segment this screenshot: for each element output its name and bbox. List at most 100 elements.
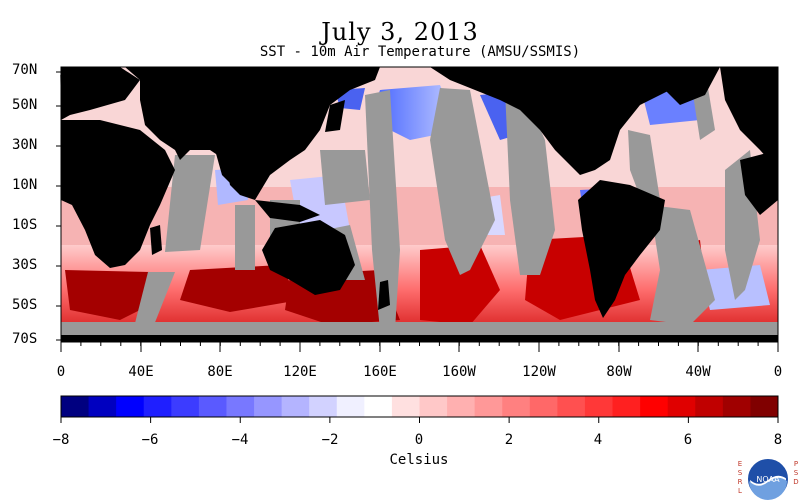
colorbar-swatch xyxy=(474,396,503,417)
swath-gap-8 xyxy=(430,88,495,275)
europe-east-land xyxy=(720,67,778,170)
colorbar-swatch xyxy=(419,396,448,417)
africa-east-land xyxy=(740,150,778,215)
esrl-letter: S xyxy=(737,469,743,477)
south-america-land xyxy=(578,180,665,318)
colorbar-swatch xyxy=(502,396,531,417)
psd-letter: D xyxy=(793,478,799,486)
colorbar-swatch xyxy=(116,396,145,417)
swath-gap-3 xyxy=(235,205,255,270)
colorbar-label-neg2: −2 xyxy=(321,432,339,448)
colorbar-swatch xyxy=(336,396,365,417)
esrl-letter: E xyxy=(737,460,743,468)
lon-label-0-right: 0 xyxy=(773,364,783,380)
indonesia-land xyxy=(255,200,320,222)
colorbar-swatch xyxy=(391,396,420,417)
lon-minor-ticks xyxy=(60,342,779,346)
lat-ticks xyxy=(56,71,61,341)
lat-label-70s: 70S xyxy=(12,331,38,347)
colorbar-swatch xyxy=(226,396,255,417)
swath-gap-11 xyxy=(628,130,660,210)
swath-gap-1 xyxy=(132,272,175,335)
colorbar-swatch xyxy=(640,396,669,417)
lat-label-10n: 10N xyxy=(12,177,38,193)
noaa-text: NOAA xyxy=(756,475,780,484)
lat-label-50n: 50N xyxy=(12,97,38,113)
colorbar-swatch xyxy=(750,396,779,417)
colorbar-swatch xyxy=(171,396,200,417)
warm-patch-australia-south xyxy=(180,265,300,312)
japan-land xyxy=(325,100,345,132)
africa-europe-land xyxy=(61,67,140,120)
colorbar-swatch xyxy=(529,396,558,417)
lon-label-40w: 40W xyxy=(685,364,711,380)
esrl-letter: L xyxy=(738,487,742,495)
australia-land xyxy=(262,220,355,295)
colorbar-swatch xyxy=(695,396,724,417)
colorbar-label-neg4: −4 xyxy=(231,432,249,448)
indian-peninsula-land xyxy=(215,150,240,185)
colorbar-swatch xyxy=(88,396,117,417)
esrl-letter: R xyxy=(737,478,743,486)
lat-label-10s: 10S xyxy=(12,217,38,233)
warm-patch-south-pacific xyxy=(420,245,500,325)
lat-label-70n: 70N xyxy=(12,62,38,78)
colorbar-label-2: 2 xyxy=(504,432,514,448)
colorbar-label-neg8: −8 xyxy=(52,432,70,448)
colorbar-units-label: Celsius xyxy=(389,452,449,468)
colorbar-swatch xyxy=(557,396,586,417)
noaa-emblem-icon: NOAA xyxy=(748,459,788,500)
antarctica-land xyxy=(61,335,778,342)
swath-gap-7 xyxy=(320,150,370,205)
warm-patch-south-indian xyxy=(65,270,160,320)
map-subtitle: SST - 10m Air Temperature (AMSU/SSMIS) xyxy=(259,44,581,60)
swath-gap-9 xyxy=(505,90,555,275)
colorbar-swatch xyxy=(612,396,641,417)
colorbar-swatch xyxy=(143,396,172,417)
lon-label-160w: 160W xyxy=(442,364,476,380)
colorbar xyxy=(60,395,779,423)
new-zealand-land xyxy=(378,280,390,310)
asia-land xyxy=(125,67,380,200)
colorbar-swatch xyxy=(447,396,476,417)
colorbar-swatch xyxy=(281,396,310,417)
madagascar-land xyxy=(150,225,162,255)
map-frame xyxy=(60,66,779,343)
colorbar-label-4: 4 xyxy=(593,432,603,448)
colorbar-swatch xyxy=(309,396,338,417)
lon-label-160e: 160E xyxy=(363,364,397,380)
colorbar-label-0: 0 xyxy=(414,432,424,448)
lat-label-30n: 30N xyxy=(12,137,38,153)
swath-gap-12 xyxy=(650,205,715,325)
colorbar-swatch xyxy=(722,396,751,417)
psd-letter: S xyxy=(793,469,799,477)
psd-letter: P xyxy=(793,460,799,468)
noaa-esrl-psd-logo: E S R L NOAA P S D xyxy=(736,458,800,500)
esrl-text: E S R L xyxy=(736,460,744,496)
colorbar-swatch xyxy=(254,396,283,417)
colorbar-swatch xyxy=(61,396,90,417)
lon-label-120w: 120W xyxy=(522,364,556,380)
swath-gap-6 xyxy=(365,90,400,330)
colorbar-swatch xyxy=(198,396,227,417)
psd-text: P S D xyxy=(792,460,800,487)
swath-gap-2 xyxy=(165,155,215,252)
lat-label-30s: 30S xyxy=(12,257,38,273)
north-america-land xyxy=(430,67,680,175)
colorbar-swatch xyxy=(364,396,393,417)
map-title: July 3, 2013 xyxy=(321,18,479,46)
africa-land xyxy=(61,120,175,268)
colorbar-label-neg6: −6 xyxy=(141,432,159,448)
colorbar-label-8: 8 xyxy=(773,432,783,448)
colorbar-label-6: 6 xyxy=(683,432,693,448)
lat-label-50s: 50S xyxy=(12,297,38,313)
lon-label-0-left: 0 xyxy=(56,364,66,380)
land-masses xyxy=(61,67,778,342)
lon-label-120e: 120E xyxy=(283,364,317,380)
lon-label-80w: 80W xyxy=(606,364,632,380)
greenland-land xyxy=(655,67,720,105)
colorbar-swatch xyxy=(667,396,696,417)
lon-label-40e: 40E xyxy=(128,364,154,380)
lon-label-80e: 80E xyxy=(207,364,233,380)
